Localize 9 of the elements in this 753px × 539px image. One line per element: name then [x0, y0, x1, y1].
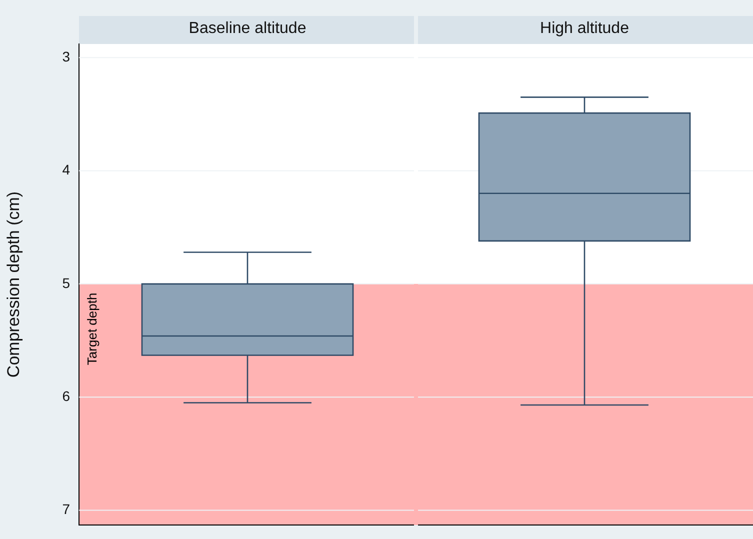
y-axis-title: Compression depth (cm)	[4, 191, 23, 378]
y-tick-label: 3	[62, 48, 70, 64]
x-tick-label: Baseline altitude	[188, 20, 306, 37]
y-tick-label: 7	[62, 501, 70, 518]
x-tick-label: High altitude	[540, 20, 630, 37]
y-tick-label: 4	[62, 162, 70, 178]
band-label: Target depth	[84, 292, 100, 366]
y-tick-label: 6	[62, 388, 70, 404]
y-tick-label: 5	[62, 274, 70, 291]
